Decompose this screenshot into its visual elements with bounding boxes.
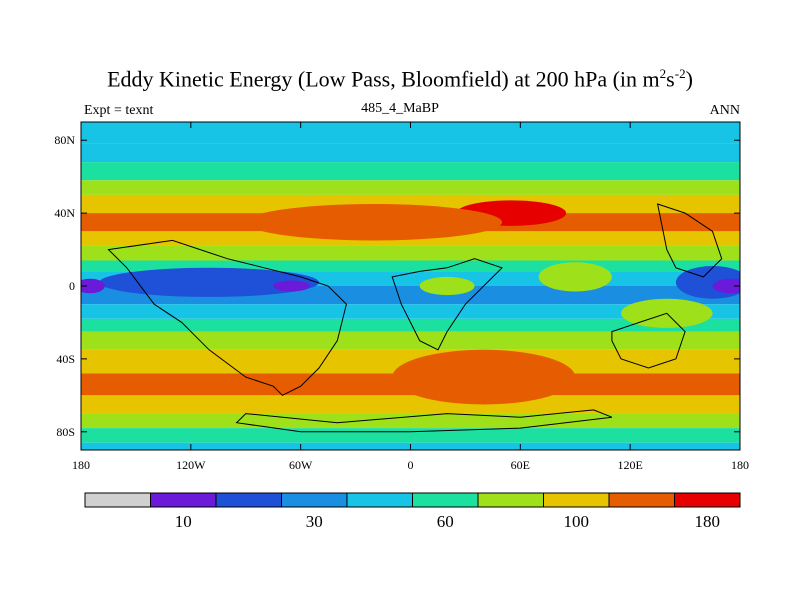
colorbar-label: 100 — [564, 512, 590, 531]
coastline-path — [235, 409, 613, 433]
contour-band — [81, 318, 740, 332]
colorbar: 10 30 60 100 180 — [84, 492, 741, 531]
chart-title: Eddy Kinetic Energy (Low Pass, Bloomfiel… — [0, 66, 800, 92]
case-label: 485_4_MaBP — [361, 101, 439, 116]
colorbar-label: 10 — [175, 512, 192, 531]
x-tick-label: 120E — [617, 458, 642, 472]
y-tick-label: 0 — [69, 279, 75, 293]
contour-band — [81, 122, 740, 144]
contour-band — [81, 304, 740, 319]
colorbar-label: 60 — [437, 512, 454, 531]
contour-region — [538, 262, 612, 292]
coastline-path — [656, 203, 723, 278]
contour-region — [712, 278, 740, 294]
contour-band — [81, 143, 740, 163]
colorbar-box — [543, 492, 610, 508]
coastline-path — [391, 258, 503, 351]
x-tick-label: 120W — [176, 458, 206, 472]
contour-band — [81, 395, 740, 414]
y-tick-label: 80S — [56, 425, 75, 439]
colorbar-box — [608, 492, 675, 508]
contour-band — [81, 194, 740, 214]
y-tick-label: 40S — [56, 352, 75, 366]
coastline-path — [611, 312, 686, 369]
colorbar-box — [346, 492, 413, 508]
contour-region — [392, 349, 576, 405]
colorbar-label: 30 — [306, 512, 323, 531]
contour-band — [81, 428, 740, 443]
x-tick-label: 180 — [72, 458, 90, 472]
colorbar-box — [674, 492, 741, 508]
contour-band — [81, 413, 740, 429]
title-mid: s — [666, 66, 675, 92]
x-tick-label: 0 — [408, 458, 414, 472]
contour-band — [81, 180, 740, 195]
axis-ticks: 180 120W 60W 0 60E 120E 180 80N 40N 0 40S 80S — [54, 122, 749, 472]
colorbar-box — [84, 492, 151, 508]
contour-region — [273, 280, 310, 292]
experiment-label: Expt = texnt — [84, 103, 154, 118]
contour-band — [81, 331, 740, 350]
x-tick-label: 180 — [731, 458, 749, 472]
contour-region — [99, 267, 319, 297]
contour-band — [81, 260, 740, 272]
contour-region — [245, 204, 503, 241]
colorbar-box — [412, 492, 479, 508]
contour-region — [81, 278, 105, 294]
contour-band — [81, 245, 740, 261]
season-label: ANN — [709, 103, 740, 118]
contour-region — [419, 276, 475, 296]
title-suffix: ) — [685, 66, 693, 92]
x-tick-label: 60E — [511, 458, 530, 472]
colorbar-box — [215, 492, 282, 508]
y-tick-label: 80N — [54, 133, 75, 147]
colorbar-label: 180 — [695, 512, 721, 531]
contour-band — [81, 162, 740, 181]
colorbar-box — [150, 492, 217, 508]
title-text: Eddy Kinetic Energy (Low Pass, Bloomfiel… — [107, 66, 660, 92]
colorbar-box — [477, 492, 544, 508]
x-tick-label: 60W — [289, 458, 313, 472]
y-tick-label: 40N — [54, 206, 75, 220]
title-sup-2: -2 — [674, 66, 686, 81]
coastline-path — [107, 239, 347, 396]
coastlines — [107, 203, 723, 433]
colorbar-box — [281, 492, 348, 508]
title-sup-1: 2 — [659, 66, 667, 81]
contour-field — [81, 122, 740, 450]
